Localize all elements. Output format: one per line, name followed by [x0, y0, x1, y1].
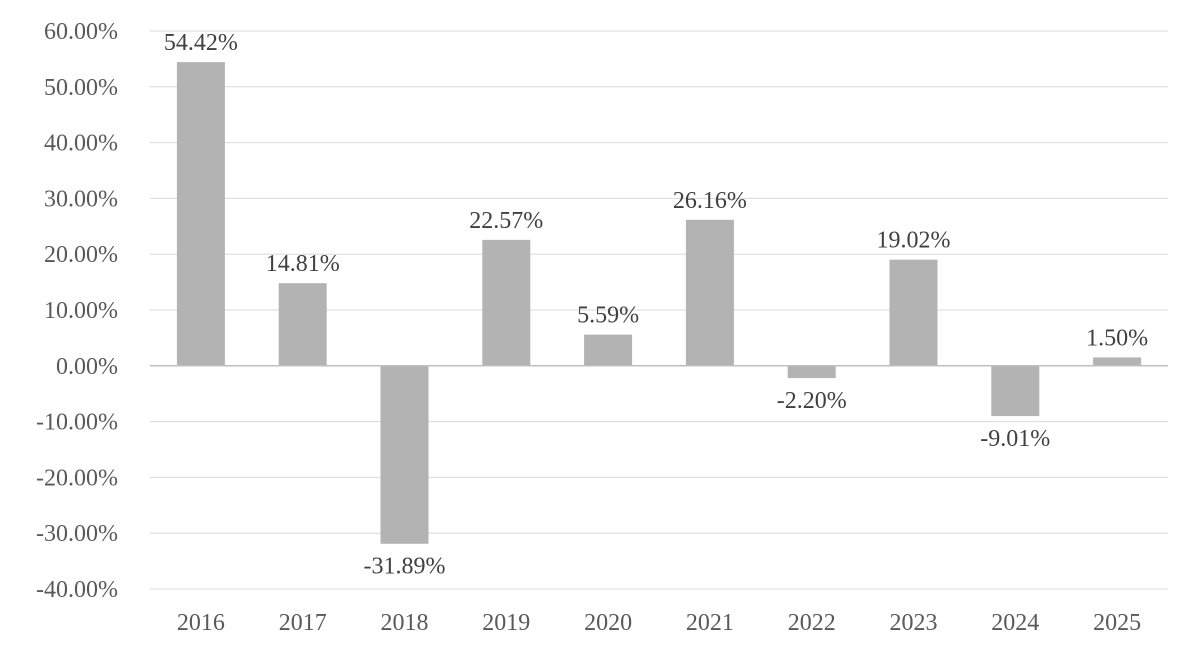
y-tick-label: 0.00% — [56, 354, 118, 380]
y-tick-label: 50.00% — [44, 75, 118, 101]
x-tick-label-2017: 2017 — [279, 610, 327, 636]
bar-2020 — [584, 334, 633, 366]
x-tick-label-2019: 2019 — [482, 610, 530, 636]
y-tick-label: 60.00% — [44, 19, 118, 45]
y-tick-label: -30.00% — [36, 521, 118, 547]
x-tick-label-2025: 2025 — [1093, 610, 1141, 636]
data-labels: 54.42% 14.81% -31.89% 22.57% 5.59% 26.16% -2.2… — [164, 30, 1148, 580]
x-tick-label-2022: 2022 — [788, 610, 836, 636]
data-label-2016: 54.42% — [164, 30, 238, 56]
y-axis-tick-labels: 60.00% 50.00% 40.00% 30.00% 20.00% 10.00% 0.00… — [36, 19, 118, 603]
data-label-2021: 26.16% — [673, 188, 747, 214]
bar-2016 — [176, 62, 225, 366]
y-tick-label: -10.00% — [36, 410, 118, 436]
bar-2022 — [787, 365, 836, 379]
bar-2021 — [685, 219, 734, 366]
data-label-2020: 5.59% — [577, 303, 639, 329]
x-axis-tick-labels: 2016 2017 2018 2019 2020 2021 2022 2023 2024 2025 — [177, 610, 1141, 636]
y-tick-label: 30.00% — [44, 186, 118, 212]
x-tick-label-2023: 2023 — [890, 610, 938, 636]
y-tick-label: -20.00% — [36, 465, 118, 491]
y-tick-label: -40.00% — [36, 577, 118, 603]
data-label-2018: -31.89% — [364, 554, 446, 580]
data-label-2017: 14.81% — [266, 251, 340, 277]
x-tick-label-2021: 2021 — [686, 610, 734, 636]
bars — [176, 62, 1142, 544]
x-tick-label-2024: 2024 — [991, 610, 1039, 636]
data-label-2023: 19.02% — [877, 228, 951, 254]
data-label-2019: 22.57% — [469, 208, 543, 234]
bar-2018 — [380, 365, 429, 544]
bar-2024 — [991, 365, 1040, 417]
y-tick-label: 20.00% — [44, 242, 118, 268]
data-label-2025: 1.50% — [1086, 325, 1148, 351]
bar-2019 — [482, 239, 531, 366]
bar-2023 — [889, 259, 938, 366]
x-tick-label-2018: 2018 — [381, 610, 429, 636]
data-label-2024: -9.01% — [980, 426, 1050, 452]
x-tick-label-2016: 2016 — [177, 610, 225, 636]
data-label-2022: -2.20% — [777, 388, 847, 414]
bar-2017 — [278, 283, 327, 366]
x-tick-label-2020: 2020 — [584, 610, 632, 636]
y-tick-label: 10.00% — [44, 298, 118, 324]
bar-2025 — [1093, 357, 1142, 366]
y-tick-label: 40.00% — [44, 131, 118, 157]
